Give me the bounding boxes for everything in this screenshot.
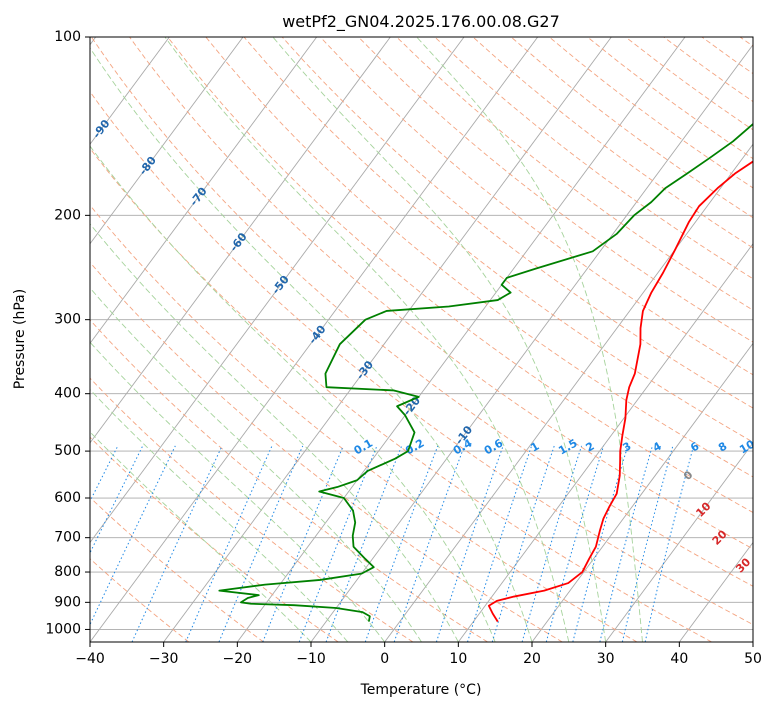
isotherm-line [163,37,612,642]
dry-adiabat-line [90,319,488,642]
y-tick-label: 1000 [45,621,81,637]
x-tick-label: 0 [380,651,389,667]
moist-adiabat-line [90,341,386,642]
dry-adiabat-line [129,37,753,550]
mixing-ratio-line [621,445,674,642]
isotherm-line [90,37,465,544]
isotherm-line [90,37,318,345]
x-axis-title: Temperature (°C) [360,682,482,698]
y-axis-title: Pressure (hPa) [12,289,28,389]
x-tick-label: 40 [670,651,688,667]
x-tick-label: 30 [597,651,615,667]
dry-adiabat-line [90,90,753,626]
dry-adiabat-line [167,37,753,514]
mixing-ratio-line [467,445,533,642]
dewpoint-profile-line [218,122,753,622]
mixing-ratio-line [90,445,119,503]
moist-adiabat-line [90,223,459,642]
dry-adiabat-lines [90,37,753,642]
y-tick-label: 200 [54,207,81,223]
dry-adiabat-line [281,37,753,409]
isotherm-line [236,37,686,642]
x-tick-label: −30 [149,651,179,667]
mixing-ratio-line [90,445,144,554]
moist-adiabat-line [90,145,496,642]
mixing-ratio-line [90,445,176,626]
mixing-ratio-line [364,445,439,642]
y-tick-label: 700 [54,530,81,546]
x-tick-label: −40 [75,651,105,667]
isotherm-line [90,37,539,642]
moist-adiabat-line [272,37,607,642]
moist-adiabat-line [416,37,643,642]
isotherm-line [90,37,391,444]
moist-adiabat-line [90,47,533,642]
mixing-ratio-line [218,445,304,642]
y-tick-label: 600 [54,490,81,506]
y-tick-label: 400 [54,386,81,402]
mixing-ratio-lines [90,445,695,642]
isotherm-line [605,442,753,642]
mixing-ratio-line [521,445,583,642]
x-axis-ticks: −40 −30 −20 −10 0 10 20 30 40 50 [75,642,762,667]
y-tick-label: 100 [54,29,81,45]
moist-adiabat-lines [90,37,643,642]
mixing-ratio-label: 10 [737,437,757,456]
isotherm-line [531,342,753,642]
mixing-ratio-line [572,445,629,642]
x-tick-label: −10 [296,651,326,667]
plot-frame [89,36,754,643]
mixing-ratio-line [599,445,653,642]
isotherm-line [310,43,753,642]
x-tick-label: 50 [744,651,762,667]
x-tick-label: −20 [223,651,253,667]
plot-background [90,37,753,642]
moist-adiabat-line [90,388,349,642]
dry-adiabat-line [396,37,753,311]
dry-adiabat-line [90,204,638,642]
y-axis-ticks: 100 200 300 400 500 600 700 800 900 1000 [45,29,90,637]
x-tick-label: 20 [523,651,541,667]
mixing-ratio-line [545,445,605,642]
sounding-series [218,122,753,623]
y-tick-label: 800 [54,564,81,580]
y-tick-label: 300 [54,312,81,328]
temperature-profile-line [487,160,753,623]
mixing-ratio-line [491,445,555,642]
mixing-ratio-line [644,445,695,642]
y-tick-label: 900 [54,594,81,610]
isotherm-line [90,37,244,245]
chart-title: wetPf2_GN04.2025.176.00.08.G27 [282,12,560,32]
dry-adiabat-line [90,261,563,642]
mixing-ratio-line [435,445,504,642]
dry-adiabat-line [90,558,190,642]
moist-adiabat-line [90,431,312,642]
mixing-ratio-line [185,445,273,642]
isotherm-line [90,37,170,146]
isotherm-line [457,243,753,642]
dry-adiabat-line [243,37,753,443]
dry-adiabat-line [90,147,712,642]
y-tick-label: 500 [54,443,81,459]
isotherm-line [384,143,753,642]
mixing-ratio-line [325,445,403,642]
dry-adiabat-line [90,377,414,642]
isotherm-lines [90,37,753,642]
mixing-ratio-line [393,445,465,642]
x-tick-label: 10 [449,651,467,667]
